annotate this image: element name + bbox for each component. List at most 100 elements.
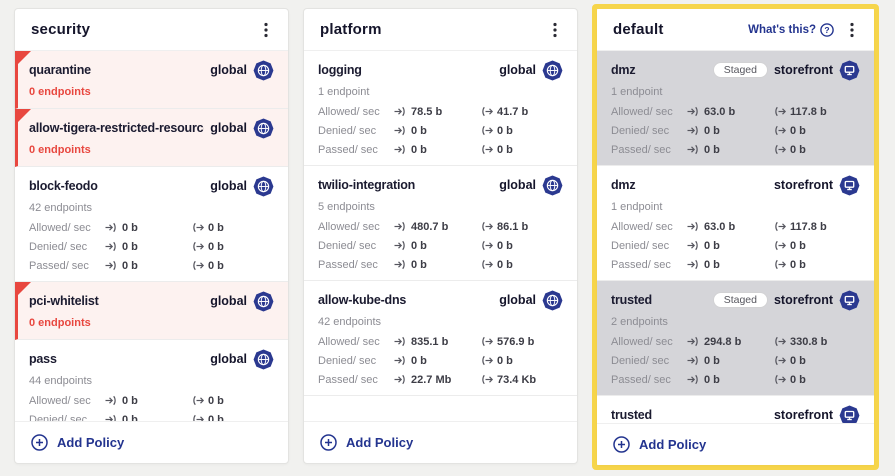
- egress-value: 73.4 Kb: [497, 373, 537, 386]
- svg-text:?: ?: [824, 25, 829, 35]
- policy-card[interactable]: dmz Staged storefront 1 endpoint Allowed/ …: [597, 51, 874, 166]
- egress-value: 0 b: [790, 124, 806, 137]
- add-policy-button[interactable]: Add Policy: [304, 421, 577, 463]
- ingress-stat: 0 b: [394, 144, 480, 156]
- policy-card[interactable]: trusted storefront: [597, 396, 874, 423]
- egress-value: 0 b: [790, 143, 806, 156]
- traffic-stat-row: Passed/ sec 0 b 0 b: [611, 140, 860, 159]
- policy-card[interactable]: pass global 44 endpoints Allowed/ sec 0 b…: [15, 340, 288, 421]
- ingress-value: 0 b: [411, 258, 427, 271]
- column-menu-button[interactable]: [547, 21, 563, 39]
- egress-arrow-icon: [482, 144, 493, 155]
- policy-title-row: allow-tigera-restricted-resources global: [29, 117, 274, 139]
- egress-value: 0 b: [497, 239, 513, 252]
- traffic-stat-row: Passed/ sec 0 b 0 b: [611, 370, 860, 389]
- egress-value: 0 b: [208, 221, 224, 234]
- ingress-stat: 0 b: [687, 240, 773, 252]
- policy-card[interactable]: quarantine global 0 endpoints: [15, 51, 288, 109]
- whats-this-link[interactable]: What's this? ?: [748, 22, 834, 37]
- traffic-stat-row: Denied/ sec 0 b 0 b: [318, 351, 563, 370]
- egress-value: 0 b: [208, 259, 224, 272]
- policy-card[interactable]: dmz storefront 1 endpoint Allowed/ sec 63…: [597, 166, 874, 281]
- global-icon: [253, 175, 274, 197]
- stat-label: Denied/ sec: [611, 124, 670, 137]
- staged-badge: Staged: [712, 291, 768, 309]
- traffic-stat-row: Denied/ sec 0 b 0 b: [611, 351, 860, 370]
- egress-arrow-icon: [482, 221, 493, 232]
- column-menu-button[interactable]: [258, 21, 274, 39]
- ingress-stat: 835.1 b: [394, 336, 480, 348]
- policy-title-row: trusted storefront: [611, 404, 860, 423]
- card-list: quarantine global 0 endpoints allow-tiger…: [15, 51, 288, 421]
- card-list: logging global 1 endpoint Allowed/ sec 78…: [304, 51, 577, 421]
- ingress-arrow-icon: [105, 395, 116, 406]
- card-list: dmz Staged storefront 1 endpoint Allowed/ …: [597, 51, 874, 423]
- column-menu-button[interactable]: [844, 21, 860, 39]
- egress-stat: 0 b: [191, 241, 274, 253]
- ingress-value: 0 b: [704, 239, 720, 252]
- ingress-stat: 63.0 b: [687, 106, 773, 118]
- traffic-stat-row: Allowed/ sec 63.0 b 117.8 b: [611, 102, 860, 121]
- policy-card[interactable]: twilio-integration global 5 endpoints All…: [304, 166, 577, 281]
- ingress-value: 0 b: [122, 240, 138, 253]
- ingress-arrow-icon: [687, 240, 698, 251]
- policy-scope-label: global: [210, 63, 247, 77]
- storefront-icon: [839, 59, 860, 81]
- policy-card[interactable]: allow-kube-dns global 42 endpoints Allowe…: [304, 281, 577, 396]
- policy-scope-label: global: [210, 294, 247, 308]
- ingress-value: 63.0 b: [704, 220, 736, 233]
- stat-label: Passed/ sec: [29, 259, 89, 272]
- policy-card[interactable]: logging global 1 endpoint Allowed/ sec 78…: [304, 51, 577, 166]
- add-policy-button[interactable]: Add Policy: [597, 423, 874, 465]
- egress-arrow-icon: [775, 125, 786, 136]
- add-policy-label: Add Policy: [57, 435, 125, 450]
- traffic-stat-row: Allowed/ sec 78.5 b 41.7 b: [318, 102, 563, 121]
- traffic-stat-row: Passed/ sec 0 b 0 b: [611, 255, 860, 274]
- add-policy-button[interactable]: Add Policy: [15, 421, 288, 463]
- policy-title-row: dmz storefront: [611, 174, 860, 196]
- policy-tier-column-platform: platform logging global 1 endpoint Allowe…: [303, 8, 578, 464]
- policy-scope-label: global: [210, 121, 247, 135]
- plus-circle-icon: [613, 436, 630, 453]
- column-header: default What's this? ?: [597, 9, 874, 51]
- ingress-stat: 63.0 b: [687, 221, 773, 233]
- ingress-arrow-icon: [687, 106, 698, 117]
- storefront-icon: [839, 404, 860, 423]
- ingress-arrow-icon: [394, 125, 405, 136]
- ingress-arrow-icon: [687, 221, 698, 232]
- policy-scope-label: global: [499, 63, 536, 77]
- whats-this-label: What's this?: [748, 23, 816, 36]
- egress-stat: 73.4 Kb: [480, 374, 563, 386]
- egress-arrow-icon: [193, 241, 204, 252]
- ingress-arrow-icon: [687, 144, 698, 155]
- storefront-icon: [839, 174, 860, 196]
- stat-label: Passed/ sec: [611, 373, 671, 386]
- stat-label: Allowed/ sec: [611, 220, 673, 233]
- traffic-stat-row: Denied/ sec 0 b 0 b: [318, 121, 563, 140]
- ingress-arrow-icon: [687, 336, 698, 347]
- traffic-stat-row: Allowed/ sec 0 b 0 b: [29, 218, 274, 237]
- egress-arrow-icon: [193, 414, 204, 421]
- policy-card[interactable]: allow-tigera-restricted-resources global …: [15, 109, 288, 167]
- policy-title-row: block-feodo global: [29, 175, 274, 197]
- traffic-stat-row: Allowed/ sec 63.0 b 117.8 b: [611, 217, 860, 236]
- ingress-arrow-icon: [687, 374, 698, 385]
- ingress-value: 0 b: [411, 143, 427, 156]
- egress-stat: 0 b: [480, 355, 563, 367]
- egress-value: 117.8 b: [790, 105, 827, 118]
- endpoints-count: 1 endpoint: [318, 86, 370, 98]
- egress-arrow-icon: [775, 355, 786, 366]
- traffic-stat-row: Passed/ sec 22.7 Mb 73.4 Kb: [318, 370, 563, 389]
- endpoints-count: 1 endpoint: [611, 201, 663, 213]
- ingress-value: 0 b: [411, 239, 427, 252]
- policy-card[interactable]: trusted Staged storefront 2 endpoints Allo…: [597, 281, 874, 396]
- column-title: default: [613, 21, 664, 38]
- policy-card[interactable]: block-feodo global 42 endpoints Allowed/ …: [15, 167, 288, 282]
- ingress-arrow-icon: [394, 144, 405, 155]
- policy-card[interactable]: pci-whitelist global 0 endpoints: [15, 282, 288, 340]
- policy-scope-label: storefront: [773, 293, 833, 307]
- traffic-stat-row: Allowed/ sec 480.7 b 86.1 b: [318, 217, 563, 236]
- ingress-stat: 78.5 b: [394, 106, 480, 118]
- endpoints-count: 42 endpoints: [29, 202, 92, 214]
- ingress-arrow-icon: [394, 355, 405, 366]
